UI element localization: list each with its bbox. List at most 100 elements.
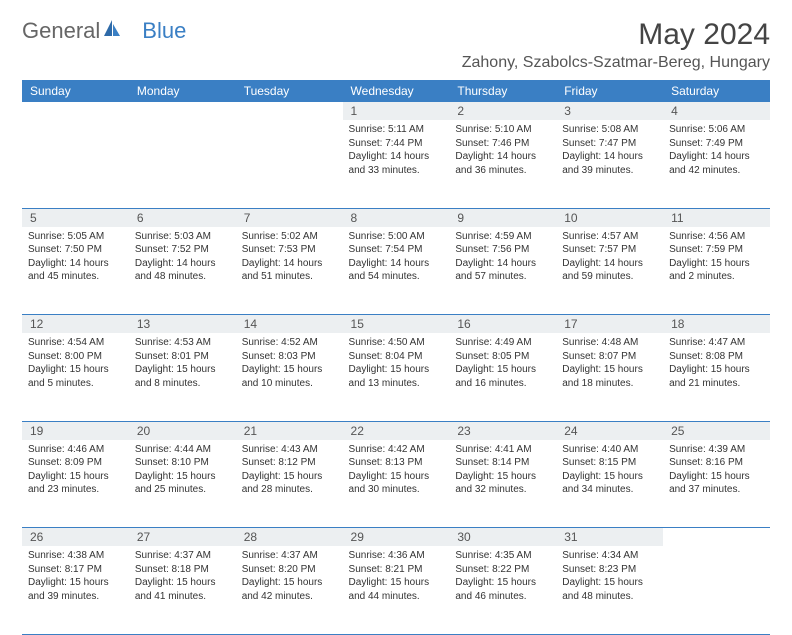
day-sunset: Sunset: 7:59 PM — [669, 243, 764, 257]
day-day2: and 2 minutes. — [669, 270, 764, 284]
day-sunset: Sunset: 8:00 PM — [28, 350, 123, 364]
brand-blue: Blue — [142, 18, 186, 44]
day-day1: Daylight: 15 hours — [349, 363, 444, 377]
day-sunrise: Sunrise: 4:54 AM — [28, 336, 123, 350]
day-sunrise: Sunrise: 4:48 AM — [562, 336, 657, 350]
day-day1: Daylight: 14 hours — [669, 150, 764, 164]
day-day1: Daylight: 15 hours — [242, 363, 337, 377]
day-cell: Sunrise: 4:54 AMSunset: 8:00 PMDaylight:… — [22, 333, 129, 421]
day-sunrise: Sunrise: 5:08 AM — [562, 123, 657, 137]
day-sunset: Sunset: 7:56 PM — [455, 243, 550, 257]
day-day1: Daylight: 15 hours — [669, 257, 764, 271]
day-number: 31 — [556, 528, 663, 547]
day-number: 17 — [556, 315, 663, 334]
day-sunrise: Sunrise: 5:02 AM — [242, 230, 337, 244]
day-day1: Daylight: 15 hours — [242, 470, 337, 484]
weekday-header: Saturday — [663, 80, 770, 102]
day-sunset: Sunset: 8:18 PM — [135, 563, 230, 577]
day-day2: and 57 minutes. — [455, 270, 550, 284]
day-sunrise: Sunrise: 4:50 AM — [349, 336, 444, 350]
day-day1: Daylight: 15 hours — [349, 470, 444, 484]
day-day2: and 59 minutes. — [562, 270, 657, 284]
day-day2: and 46 minutes. — [455, 590, 550, 604]
day-number: 21 — [236, 421, 343, 440]
day-day1: Daylight: 15 hours — [562, 470, 657, 484]
day-day2: and 39 minutes. — [562, 164, 657, 178]
weekday-header: Wednesday — [343, 80, 450, 102]
day-cell — [236, 120, 343, 208]
day-number: 16 — [449, 315, 556, 334]
day-day2: and 10 minutes. — [242, 377, 337, 391]
day-day2: and 8 minutes. — [135, 377, 230, 391]
day-sunset: Sunset: 7:49 PM — [669, 137, 764, 151]
day-cell: Sunrise: 4:37 AMSunset: 8:20 PMDaylight:… — [236, 546, 343, 634]
day-day1: Daylight: 15 hours — [28, 576, 123, 590]
day-number: 9 — [449, 208, 556, 227]
day-sunset: Sunset: 7:54 PM — [349, 243, 444, 257]
day-number: 7 — [236, 208, 343, 227]
day-day1: Daylight: 14 hours — [455, 257, 550, 271]
day-sunset: Sunset: 8:23 PM — [562, 563, 657, 577]
day-sunset: Sunset: 8:09 PM — [28, 456, 123, 470]
day-cell: Sunrise: 4:59 AMSunset: 7:56 PMDaylight:… — [449, 227, 556, 315]
day-day2: and 28 minutes. — [242, 483, 337, 497]
day-day1: Daylight: 14 hours — [562, 150, 657, 164]
day-cell: Sunrise: 5:02 AMSunset: 7:53 PMDaylight:… — [236, 227, 343, 315]
day-day2: and 32 minutes. — [455, 483, 550, 497]
day-sunset: Sunset: 8:08 PM — [669, 350, 764, 364]
day-cell — [22, 120, 129, 208]
day-number-row: 19202122232425 — [22, 421, 770, 440]
day-cell: Sunrise: 4:50 AMSunset: 8:04 PMDaylight:… — [343, 333, 450, 421]
day-day1: Daylight: 15 hours — [669, 470, 764, 484]
day-day2: and 5 minutes. — [28, 377, 123, 391]
day-cell: Sunrise: 4:41 AMSunset: 8:14 PMDaylight:… — [449, 440, 556, 528]
day-cell: Sunrise: 4:44 AMSunset: 8:10 PMDaylight:… — [129, 440, 236, 528]
day-day2: and 23 minutes. — [28, 483, 123, 497]
day-number: 6 — [129, 208, 236, 227]
brand-logo: General Blue — [22, 18, 186, 44]
day-sunrise: Sunrise: 4:38 AM — [28, 549, 123, 563]
day-sunrise: Sunrise: 4:53 AM — [135, 336, 230, 350]
day-number: 18 — [663, 315, 770, 334]
weekday-header: Friday — [556, 80, 663, 102]
day-sunrise: Sunrise: 4:37 AM — [242, 549, 337, 563]
day-sunset: Sunset: 7:50 PM — [28, 243, 123, 257]
day-sunset: Sunset: 8:22 PM — [455, 563, 550, 577]
day-day1: Daylight: 15 hours — [562, 363, 657, 377]
day-day2: and 42 minutes. — [669, 164, 764, 178]
day-number — [236, 102, 343, 120]
day-cell: Sunrise: 4:56 AMSunset: 7:59 PMDaylight:… — [663, 227, 770, 315]
day-day1: Daylight: 15 hours — [455, 470, 550, 484]
day-number: 27 — [129, 528, 236, 547]
day-sunset: Sunset: 8:15 PM — [562, 456, 657, 470]
day-day2: and 44 minutes. — [349, 590, 444, 604]
day-cell: Sunrise: 5:03 AMSunset: 7:52 PMDaylight:… — [129, 227, 236, 315]
day-sunrise: Sunrise: 4:37 AM — [135, 549, 230, 563]
day-day1: Daylight: 14 hours — [349, 150, 444, 164]
day-sunset: Sunset: 8:13 PM — [349, 456, 444, 470]
day-number: 24 — [556, 421, 663, 440]
day-day2: and 34 minutes. — [562, 483, 657, 497]
day-cell: Sunrise: 5:05 AMSunset: 7:50 PMDaylight:… — [22, 227, 129, 315]
day-day2: and 16 minutes. — [455, 377, 550, 391]
day-day2: and 42 minutes. — [242, 590, 337, 604]
day-sunrise: Sunrise: 5:10 AM — [455, 123, 550, 137]
day-day1: Daylight: 14 hours — [242, 257, 337, 271]
day-number: 5 — [22, 208, 129, 227]
day-number: 22 — [343, 421, 450, 440]
day-number: 8 — [343, 208, 450, 227]
day-day2: and 54 minutes. — [349, 270, 444, 284]
day-sunrise: Sunrise: 4:44 AM — [135, 443, 230, 457]
day-number: 26 — [22, 528, 129, 547]
day-day1: Daylight: 14 hours — [455, 150, 550, 164]
day-cell: Sunrise: 4:43 AMSunset: 8:12 PMDaylight:… — [236, 440, 343, 528]
day-cell: Sunrise: 4:34 AMSunset: 8:23 PMDaylight:… — [556, 546, 663, 634]
day-sunset: Sunset: 7:52 PM — [135, 243, 230, 257]
title-block: May 2024 Zahony, Szabolcs-Szatmar-Bereg,… — [462, 18, 770, 72]
day-sunset: Sunset: 8:21 PM — [349, 563, 444, 577]
day-day2: and 48 minutes. — [562, 590, 657, 604]
day-day2: and 51 minutes. — [242, 270, 337, 284]
day-cell: Sunrise: 4:57 AMSunset: 7:57 PMDaylight:… — [556, 227, 663, 315]
day-sunrise: Sunrise: 4:59 AM — [455, 230, 550, 244]
day-sunrise: Sunrise: 4:42 AM — [349, 443, 444, 457]
